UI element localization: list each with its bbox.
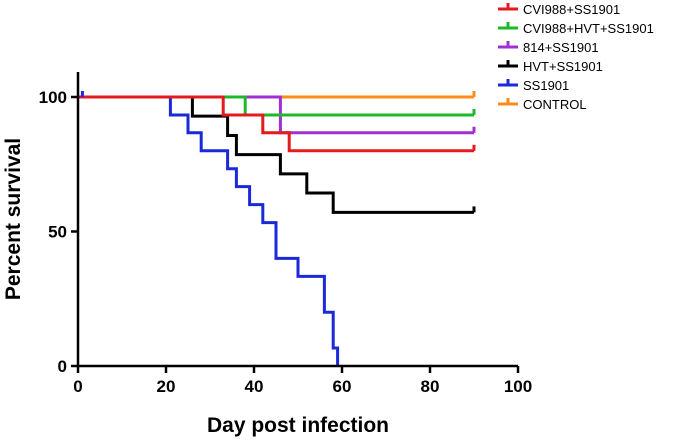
series-line-ss1901 xyxy=(78,95,340,366)
axes-layer xyxy=(76,72,518,368)
ticks-layer: 0 20 40 60 80 100 0 50 100 xyxy=(39,88,533,396)
x-tick-label: 60 xyxy=(333,377,352,396)
legend-item: HVT+SS1901 xyxy=(498,59,603,74)
legend-item: 814+SS1901 xyxy=(498,40,599,55)
x-tick-label: 100 xyxy=(504,377,532,396)
legend: CVI988+SS1901 CVI988+HVT+SS1901 814+SS1901… xyxy=(498,2,654,112)
series-line-hvt-ss1901 xyxy=(78,95,474,214)
series-line-cvi988-ss1901 xyxy=(78,95,474,153)
legend-item: CONTROL xyxy=(498,97,587,112)
x-tick-label: 40 xyxy=(245,377,264,396)
x-tick-label: 80 xyxy=(421,377,440,396)
legend-item: SS1901 xyxy=(498,78,569,93)
legend-label: CONTROL xyxy=(523,97,587,112)
series-line-cvi988-hvt-ss1901 xyxy=(78,95,474,117)
legend-label: 814+SS1901 xyxy=(523,40,599,55)
y-tick-label: 50 xyxy=(48,223,67,242)
legend-label: HVT+SS1901 xyxy=(523,59,603,74)
y-axis-title: Percent survival xyxy=(2,138,25,300)
x-tick-label: 0 xyxy=(73,377,82,396)
legend-item: CVI988+SS1901 xyxy=(498,2,620,17)
y-tick-label: 0 xyxy=(58,357,67,376)
series-layer xyxy=(78,91,476,366)
x-tick-label: 20 xyxy=(157,377,176,396)
x-axis-title: Day post infection xyxy=(207,414,389,437)
legend-label: CVI988+HVT+SS1901 xyxy=(523,21,654,36)
y-tick-label: 100 xyxy=(39,88,67,107)
legend-item: CVI988+HVT+SS1901 xyxy=(498,21,654,36)
legend-label: SS1901 xyxy=(523,78,569,93)
legend-label: CVI988+SS1901 xyxy=(523,2,620,17)
